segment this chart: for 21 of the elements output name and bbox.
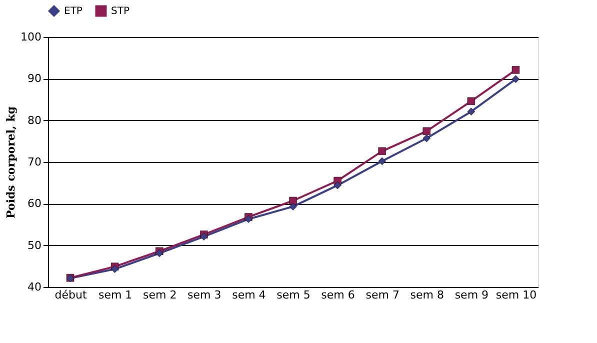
legend-label: STP [111, 6, 130, 17]
y-tick-label: 70 [28, 156, 42, 168]
x-tick-label: sem 2 [143, 288, 177, 302]
y-axis-title: Poids corporel, kg [4, 106, 18, 219]
y-tick-label: 80 [28, 114, 42, 127]
y-tick-label: 60 [28, 197, 42, 210]
x-tick-label: sem 1 [98, 288, 132, 302]
x-tick-label: sem 3 [188, 288, 222, 302]
x-tick-label: sem 8 [410, 288, 444, 302]
legend-label: ETP [64, 6, 82, 17]
x-tick-label: sem 5 [276, 288, 310, 302]
x-tick-label: sem 9 [454, 288, 489, 302]
x-tick-label: début [54, 288, 88, 302]
y-tick-label: 90 [28, 72, 42, 86]
y-tick-label: 50 [28, 238, 42, 252]
x-tick-label: sem 10 [496, 288, 537, 302]
x-tick-label: sem 6 [321, 288, 355, 302]
y-tick-label: 100 [20, 30, 42, 44]
y-tick-label: 40 [28, 280, 42, 294]
x-tick-label: sem 4 [232, 288, 266, 302]
x-tick-label: sem 7 [366, 288, 400, 302]
